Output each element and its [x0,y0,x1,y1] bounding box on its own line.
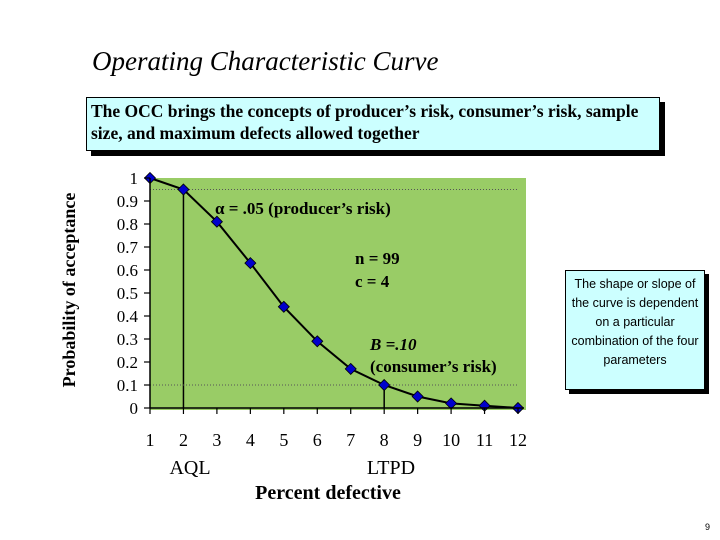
acceptance-number-annotation: c = 4 [355,272,390,291]
beta-annotation: B =.10 [369,335,417,354]
data-point-1 [143,171,157,185]
ltpd-label: LTPD [367,457,415,479]
data-point-8 [378,378,391,392]
data-point-7 [344,362,357,375]
y-tick-label: 0 [130,399,139,418]
x-tick-label: 12 [509,430,527,450]
y-tick-label: 0.6 [117,261,138,280]
occ-callout: The OCC brings the concepts of producer’… [86,97,660,151]
aql-label: AQL [169,457,210,479]
data-point-9 [411,390,424,403]
plot-area [150,178,526,410]
data-point-3 [210,215,223,228]
x-tick-label: 7 [346,430,355,450]
y-tick-label: 0.3 [117,330,138,349]
y-tick-label: 1 [130,169,139,188]
data-point-4 [244,257,257,270]
slide-title: Operating Characteristic Curve [92,46,439,76]
x-tick-label: 5 [279,430,288,450]
consumer-risk-annotation: (consumer’s risk) [370,357,497,376]
x-tick-label: 8 [380,430,389,450]
curve-shape-note: The shape or slope of the curve is depen… [565,270,705,390]
y-tick-label: 0.1 [117,376,138,395]
data-point-11 [478,399,491,412]
x-axis-label: Percent defective [255,482,401,504]
x-tick-label: 9 [413,430,422,450]
y-tick-label: 0.4 [117,307,139,326]
y-tick-label: 0.7 [117,238,139,257]
y-tick-label: 0.2 [117,353,138,372]
y-axis-label: Probability of acceptance [59,193,79,388]
x-tick-label: 6 [313,430,322,450]
y-tick-label: 0.9 [117,192,138,211]
data-point-2 [177,183,190,196]
alpha-annotation: α = .05 (producer’s risk) [215,199,391,218]
x-tick-label: 11 [476,430,493,450]
x-tick-label: 10 [442,430,460,450]
data-point-5 [277,300,290,313]
y-tick-label: 0.5 [117,284,138,303]
data-point-6 [311,335,324,348]
data-point-10 [445,397,458,410]
x-tick-label: 3 [212,430,221,450]
sample-size-annotation: n = 99 [355,249,400,268]
x-tick-label: 2 [179,430,188,450]
oc-curve-line [149,177,519,409]
x-tick-label: 4 [246,430,255,450]
data-point-12 [511,401,525,415]
y-tick-label: 0.8 [117,215,138,234]
x-tick-label: 1 [146,430,155,450]
page-number: 9 [704,522,710,532]
